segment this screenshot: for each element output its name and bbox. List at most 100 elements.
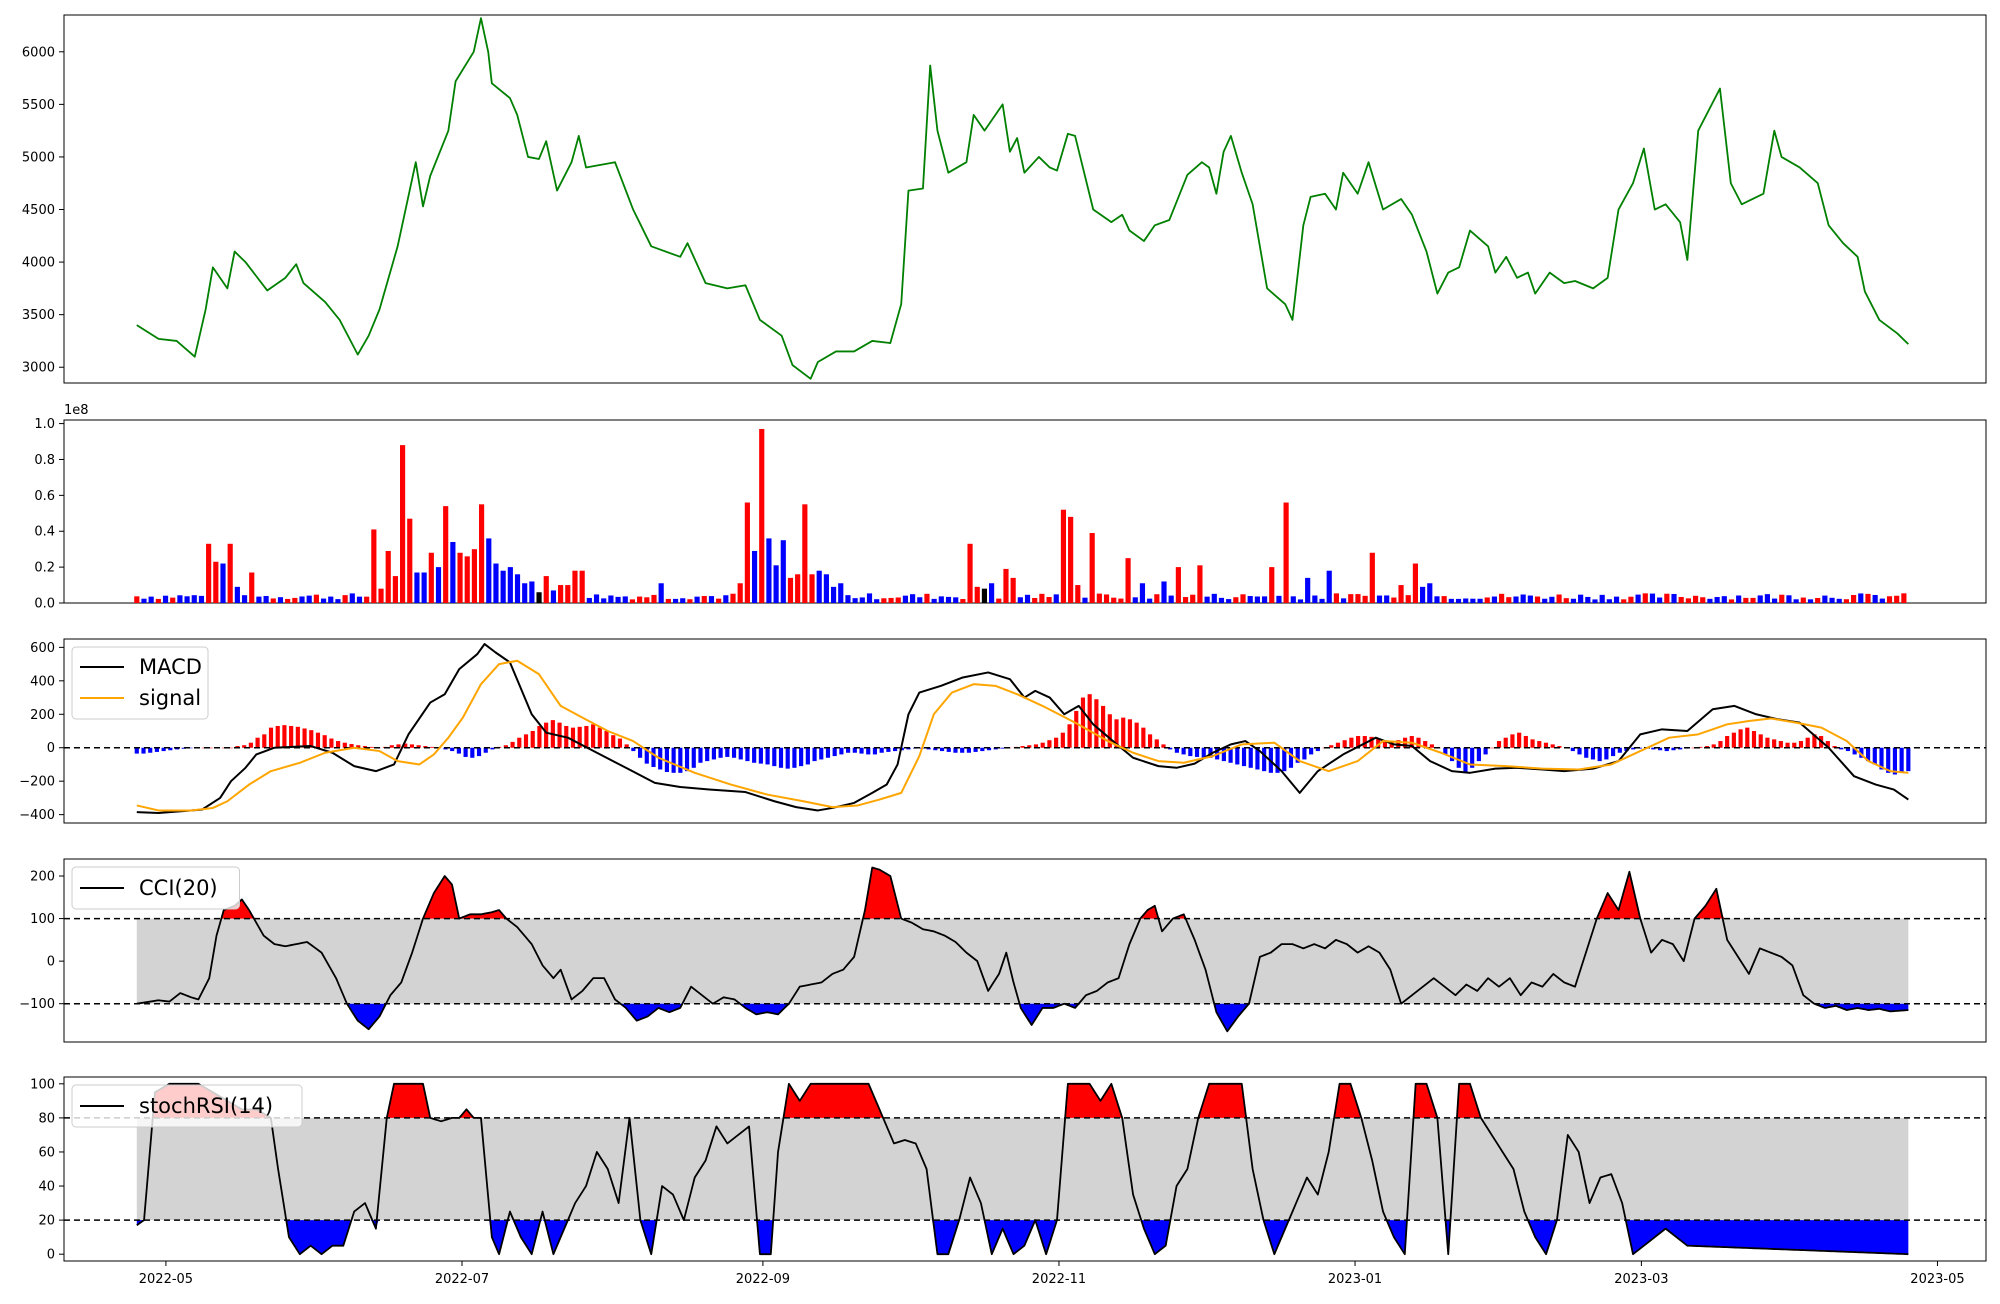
macd-hist-bar [1188, 747, 1193, 757]
volume-bar [385, 550, 391, 603]
volume-bar [744, 502, 750, 603]
volume-bar [1542, 598, 1548, 603]
volume-bar [1613, 596, 1620, 603]
macd-hist-bar [1577, 747, 1582, 755]
macd-legend-label: MACD [139, 655, 202, 679]
macd-hist-bar [765, 747, 770, 765]
volume-bar [622, 596, 628, 603]
macd-hist-bar [698, 747, 703, 763]
macd-hist-bar [731, 747, 737, 758]
volume-bar [823, 574, 829, 603]
volume-bar [680, 598, 686, 603]
volume-bar [1815, 597, 1821, 603]
macd-legend: MACD signal [71, 646, 209, 720]
volume-bar [306, 595, 312, 603]
macd-hist-bar [866, 747, 871, 755]
cci-ytick-label: 0 [47, 955, 55, 970]
macd-hist-bar [1154, 739, 1159, 748]
volume-bar [1736, 595, 1742, 603]
macd-hist-bar [1282, 747, 1287, 772]
volume-ytick-label: 1.0 [34, 417, 55, 432]
volume-bar [838, 583, 844, 603]
volume-bar [198, 595, 205, 603]
price-ytick-label: 3500 [22, 308, 55, 323]
macd-hist-bar [1590, 747, 1596, 760]
macd-hist-bar [302, 728, 307, 748]
volume-bar [1319, 598, 1325, 603]
macd-hist-bar [1302, 747, 1307, 760]
volume-bar [1901, 593, 1907, 603]
volume-bar [1369, 552, 1375, 603]
volume-bar [945, 596, 952, 603]
macd-ytick-label: −400 [19, 808, 55, 823]
volume-bar [1060, 509, 1067, 603]
macd-hist-bar [369, 746, 374, 748]
volume-bar [1750, 597, 1756, 603]
volume-bar [981, 588, 988, 603]
macd-hist-bar [470, 747, 475, 758]
cci-fill-above [136, 867, 1909, 919]
macd-hist-bar [1778, 741, 1783, 748]
macd-hist-bar [423, 746, 428, 748]
macd-hist-bar [262, 734, 267, 748]
macd-hist-bar [523, 734, 529, 748]
x-tick-label: 2022-11 [1032, 1272, 1086, 1287]
volume-bar [1420, 586, 1426, 603]
macd-hist-bar [1738, 729, 1743, 748]
macd-hist-bar [1798, 741, 1804, 748]
stochrsi-legend-label: stochRSI(14) [139, 1094, 273, 1118]
macd-hist-bar [1429, 744, 1434, 748]
volume-bar [651, 594, 657, 603]
volume-bar [1024, 594, 1031, 603]
volume-bar [1139, 583, 1146, 603]
macd-hist-bar [1490, 747, 1495, 749]
macd-hist-bar [859, 747, 864, 754]
volume-bar [507, 567, 513, 603]
x-tick-label: 2023-05 [1910, 1272, 1964, 1287]
volume-bar [428, 552, 434, 603]
volume-bar [1010, 577, 1016, 603]
volume-bar [435, 567, 442, 603]
volume-bar [1226, 599, 1232, 603]
macd-hist-bar [879, 747, 884, 753]
macd-ytick-label: 0 [47, 741, 55, 756]
macd-hist-bar [1262, 747, 1267, 772]
macd-hist-bar [443, 747, 448, 750]
volume-bar [1757, 595, 1763, 603]
price-line [136, 17, 1909, 380]
volume-bar [213, 561, 219, 603]
volume-bar [249, 572, 255, 603]
volume-bar [1161, 581, 1167, 603]
macd-hist-bar [1315, 747, 1320, 752]
macd-hist-bar [1067, 724, 1072, 748]
macd-hist-bar [1470, 747, 1475, 768]
macd-hist-bar [638, 747, 643, 758]
volume-bar [1283, 502, 1289, 603]
macd-hist-bar [275, 725, 280, 748]
macd-hist-bar [396, 744, 401, 748]
macd-hist-bar [718, 747, 723, 758]
volume-bar [1441, 596, 1447, 603]
volume-bar [1865, 593, 1871, 603]
macd-hist-bar [973, 747, 978, 752]
volume-bar [1355, 594, 1361, 603]
volume-bar [1534, 596, 1541, 603]
x-tick-label: 2023-01 [1328, 1272, 1382, 1287]
macd-hist-bar [785, 747, 790, 769]
volume-bar [766, 538, 772, 603]
macd-hist-bar [1725, 736, 1730, 748]
macd-hist-bar [389, 745, 394, 748]
volume-ytick-label: 0.6 [34, 489, 55, 504]
volume-bar [364, 596, 370, 603]
volume-bar [1068, 516, 1074, 603]
macd-hist-bar [1785, 742, 1790, 748]
macd-hist-bar [1356, 736, 1361, 748]
macd-hist-bar [289, 725, 294, 748]
volume-bar [1499, 593, 1505, 603]
macd-ytick-label: 400 [30, 674, 55, 689]
macd-hist-bar [906, 747, 911, 750]
stochrsi-panel: 0 20 40 60 80 100 stochRSI(14) [30, 1076, 1987, 1263]
macd-hist-bar [242, 745, 247, 748]
volume-bar [543, 576, 549, 603]
macd-hist-bar [604, 731, 609, 748]
